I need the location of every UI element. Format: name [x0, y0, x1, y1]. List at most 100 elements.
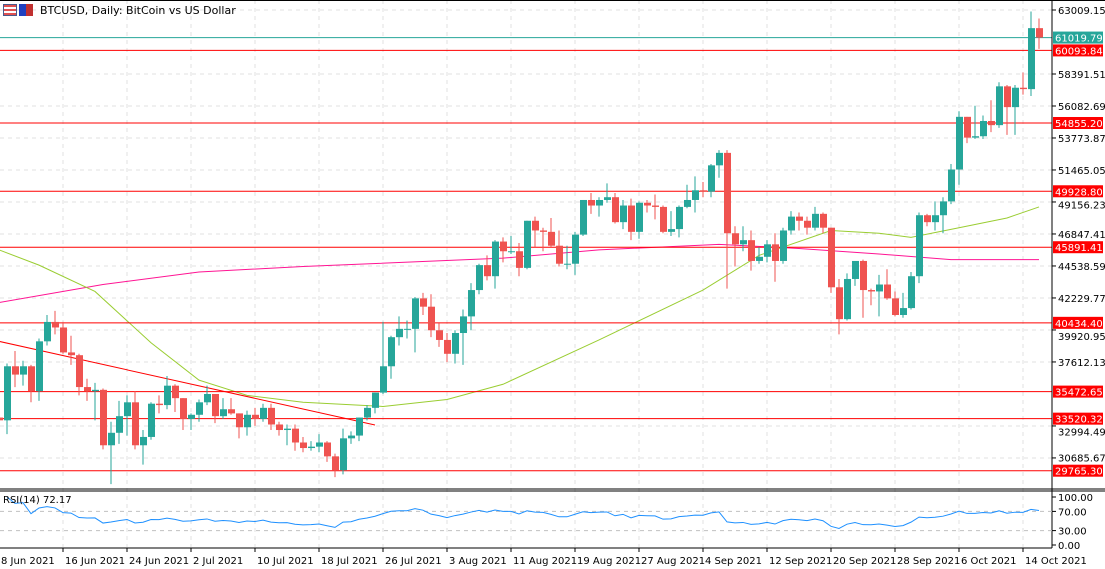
candle-body [412, 298, 419, 329]
candle [268, 403, 275, 431]
candle [204, 385, 211, 406]
candle-body [556, 245, 563, 264]
candle-body [76, 355, 83, 388]
candle-body [1020, 87, 1027, 90]
price-tick-label: 42229.770 [1058, 294, 1105, 305]
candle-body [564, 263, 571, 265]
candle [516, 242, 523, 277]
level-price-label: 54855.207 [1055, 119, 1105, 130]
price-tick-label: 51465.050 [1058, 166, 1105, 177]
candle-body [1028, 28, 1035, 90]
candle [12, 351, 19, 388]
candle [500, 237, 507, 263]
candle [332, 453, 339, 478]
candle [668, 211, 675, 237]
candle [684, 184, 691, 209]
level-price-label-bg [1053, 316, 1103, 329]
price-tick-label: 53773.870 [1058, 134, 1105, 145]
candle [540, 227, 547, 252]
candle-body [732, 233, 739, 245]
candle [996, 82, 1003, 128]
candle-body [604, 197, 611, 200]
date-tick-label: 6 Oct 2021 [961, 556, 1016, 567]
candle-body [652, 205, 659, 207]
candle-body [724, 152, 731, 234]
candle-body [148, 403, 155, 437]
level-price-label-bg [1053, 44, 1103, 57]
candle [956, 111, 963, 185]
candle [628, 198, 635, 241]
candle [444, 333, 451, 363]
candle [692, 176, 699, 213]
level-price-label: 35472.658 [1055, 388, 1105, 399]
level-price-label: 29765.308 [1055, 467, 1105, 478]
candle [148, 402, 155, 440]
rsi-tick-label: 100.00 [1058, 493, 1093, 504]
candle-body [884, 284, 891, 299]
candle-body [708, 165, 715, 192]
candle-body [908, 276, 915, 309]
candle [644, 199, 651, 213]
candle-body [524, 220, 531, 268]
candle-body [860, 260, 867, 291]
candle-body [932, 215, 939, 223]
candle [252, 407, 259, 426]
chart-window-icon [3, 4, 17, 16]
candle-body [84, 387, 91, 392]
candle-body [844, 278, 851, 320]
candle [316, 434, 323, 453]
candle-body [948, 169, 955, 202]
candle-body [108, 432, 115, 446]
candle-body [684, 199, 691, 207]
candle-body [508, 251, 515, 253]
candle [76, 353, 83, 396]
candle-body [180, 398, 187, 419]
candle-body [628, 205, 635, 232]
candle-body [460, 316, 467, 334]
level-price-label-bg [1053, 241, 1103, 254]
candle-body [492, 241, 499, 277]
candle-body [1036, 28, 1043, 38]
candle [436, 323, 443, 347]
candle-body [276, 424, 283, 431]
candle-body [636, 202, 643, 232]
candle [292, 424, 299, 451]
candle [92, 382, 99, 421]
price-tick-label: 46847.410 [1058, 230, 1105, 241]
candle-body [572, 234, 579, 264]
candle [372, 392, 379, 414]
level-price-label-bg [1053, 412, 1103, 425]
candle-body [900, 308, 907, 316]
candle [140, 430, 147, 465]
candle [492, 240, 499, 289]
candle-body [580, 199, 587, 235]
candle [700, 181, 707, 198]
candle-body [692, 190, 699, 200]
candle-body [772, 244, 779, 261]
candle [756, 247, 763, 264]
candle [564, 245, 571, 270]
moving-average-fast [0, 206, 1040, 407]
date-tick-label: 28 Sep 2021 [897, 556, 960, 567]
candle [900, 292, 907, 318]
candle-body [484, 265, 491, 277]
candle [932, 201, 939, 231]
candle-body [324, 442, 331, 457]
candle [164, 375, 171, 410]
price-tick-label: 44538.590 [1058, 262, 1105, 273]
date-tick-label: 27 Aug 2021 [641, 556, 705, 567]
candle-body [868, 290, 875, 292]
candle-body [196, 402, 203, 415]
candle-body [300, 442, 307, 449]
candle-body [4, 366, 11, 421]
candle-body [52, 321, 59, 328]
candle [100, 388, 107, 450]
candle-body [92, 389, 99, 392]
candle [724, 150, 731, 289]
price-tick-label: 63009.150 [1058, 6, 1105, 17]
candle [676, 205, 683, 238]
candle [924, 213, 931, 227]
candle [716, 150, 723, 178]
candle-body [124, 402, 131, 417]
